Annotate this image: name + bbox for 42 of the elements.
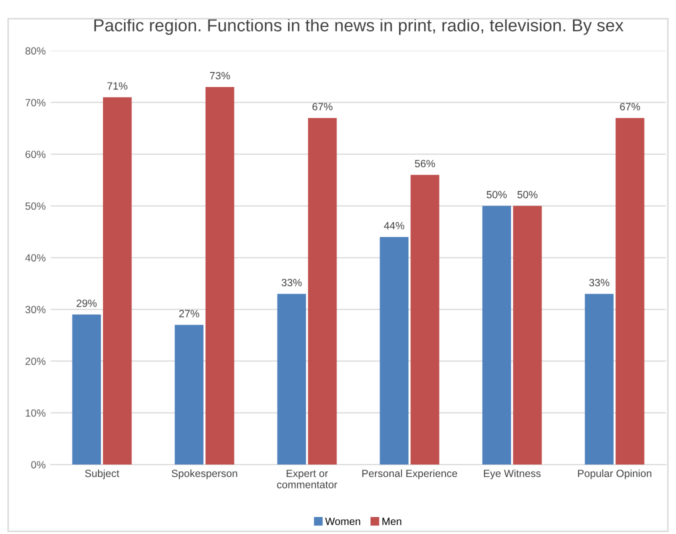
- x-tick-label: Personal Experience: [362, 469, 458, 480]
- x-tick-label: Popular Opinion: [578, 469, 652, 480]
- data-label: 29%: [76, 300, 97, 307]
- x-tick-label: Spokesperson: [172, 469, 238, 480]
- bar: [410, 174, 440, 465]
- bar: [513, 206, 542, 465]
- y-tick-label: 10%: [26, 409, 46, 417]
- bar: [584, 294, 614, 465]
- chart-title: Pacific region. Functions in the news in print, radio, television. By sex: [94, 18, 624, 35]
- bar: [277, 294, 306, 465]
- data-label: 33%: [589, 278, 610, 286]
- data-label: 44%: [384, 222, 404, 230]
- data-label: 50%: [517, 190, 538, 198]
- data-label: 73%: [210, 72, 230, 80]
- data-label: 71%: [107, 82, 128, 90]
- bar: [380, 236, 409, 465]
- data-label: 56%: [414, 160, 435, 168]
- y-tick-label: 50%: [25, 202, 46, 210]
- y-tick-label: 20%: [26, 358, 46, 365]
- y-tick-label: 40%: [25, 254, 46, 262]
- bar: [206, 86, 234, 465]
- x-tick-label: Expert or commentator: [277, 470, 338, 488]
- y-tick-label: 0%: [31, 461, 46, 468]
- x-tick-label: Subject: [85, 469, 120, 480]
- x-tick-label: Eye Witness: [484, 469, 541, 480]
- data-label: 67%: [620, 102, 640, 110]
- data-label: 27%: [179, 310, 200, 318]
- bar: [102, 97, 132, 465]
- data-label: 50%: [486, 190, 507, 198]
- bar: [72, 314, 101, 465]
- bar: [482, 206, 512, 465]
- legend-label: Women: [325, 518, 360, 526]
- bar: [308, 118, 337, 465]
- bar: [616, 118, 644, 465]
- legend-label: Men: [382, 518, 402, 526]
- y-tick-label: 80%: [25, 47, 46, 55]
- y-tick-label: 30%: [25, 306, 46, 314]
- y-tick-label: 70%: [26, 98, 46, 106]
- data-label: 67%: [312, 102, 332, 110]
- data-label: 33%: [282, 278, 302, 286]
- bar: [174, 324, 204, 465]
- y-tick-label: 60%: [26, 150, 46, 158]
